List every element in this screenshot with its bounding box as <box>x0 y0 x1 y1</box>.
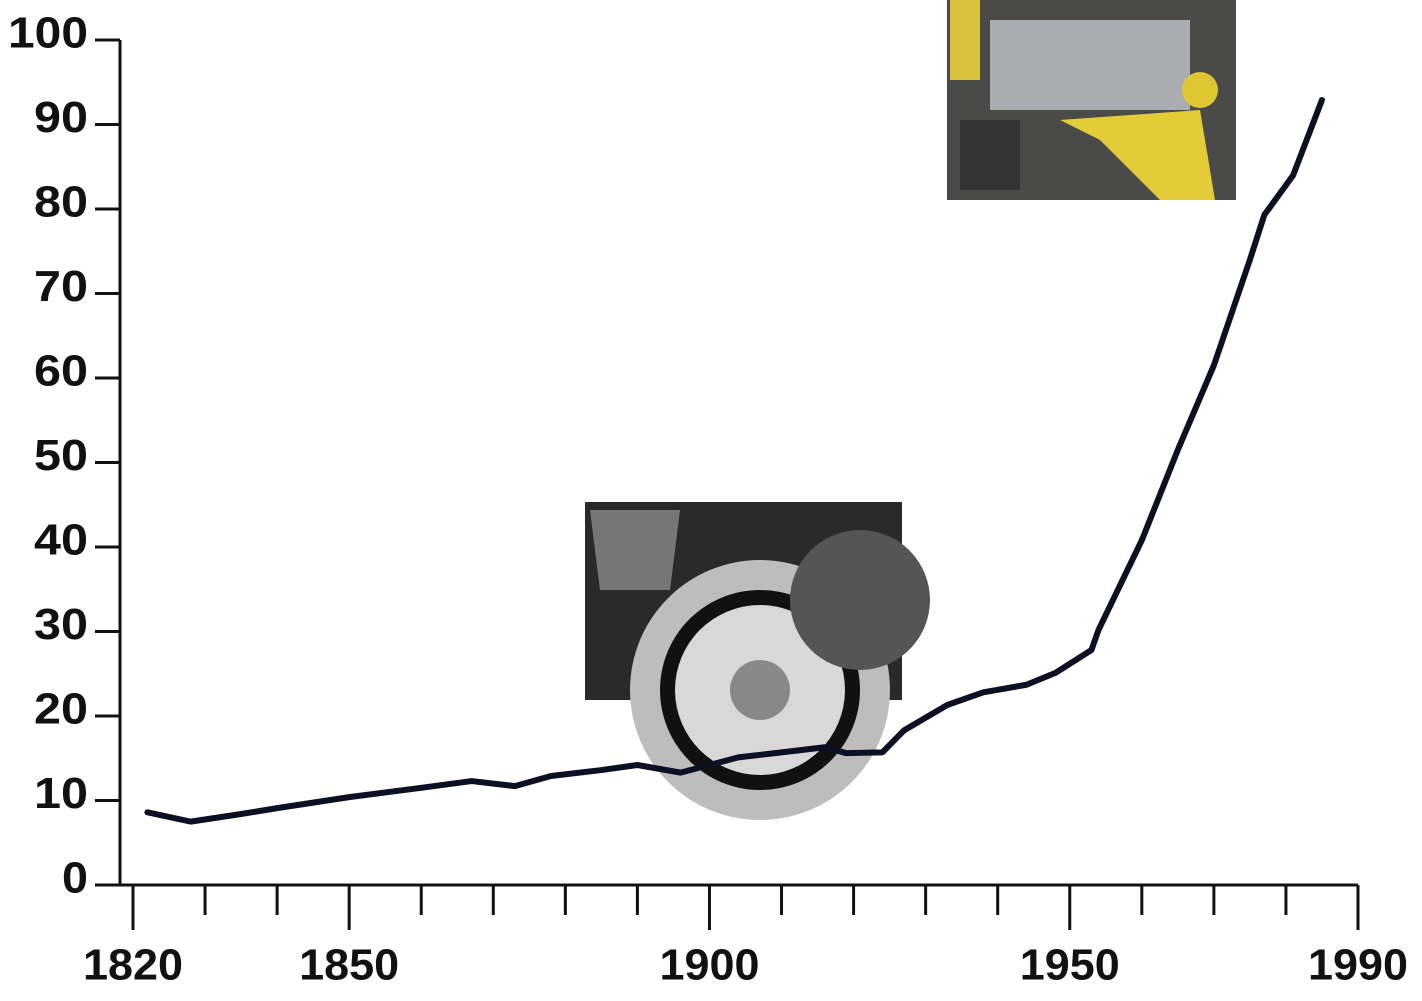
photo-gears <box>585 502 930 820</box>
y-tick-label: 100 <box>8 9 88 58</box>
x-tick-label: 1850 <box>299 941 399 990</box>
y-tick-label: 30 <box>34 600 88 649</box>
y-tick-label: 60 <box>34 347 88 396</box>
data-line <box>144 96 1325 825</box>
y-tick-label: 70 <box>34 262 88 311</box>
x-tick-label: 1990 <box>1308 941 1408 990</box>
photo-robots <box>947 0 1236 200</box>
y-tick-label: 0 <box>62 854 88 903</box>
y-tick-label: 90 <box>34 93 88 142</box>
y-tick-label: 50 <box>34 431 88 480</box>
y-tick-label: 10 <box>34 769 88 818</box>
x-tick-label: 1820 <box>83 941 183 990</box>
y-tick-label: 80 <box>34 178 88 227</box>
y-tick-label: 40 <box>34 516 88 565</box>
x-tick-label: 1900 <box>659 941 759 990</box>
x-tick-label: 1950 <box>1020 941 1120 990</box>
y-tick-label: 20 <box>34 685 88 734</box>
